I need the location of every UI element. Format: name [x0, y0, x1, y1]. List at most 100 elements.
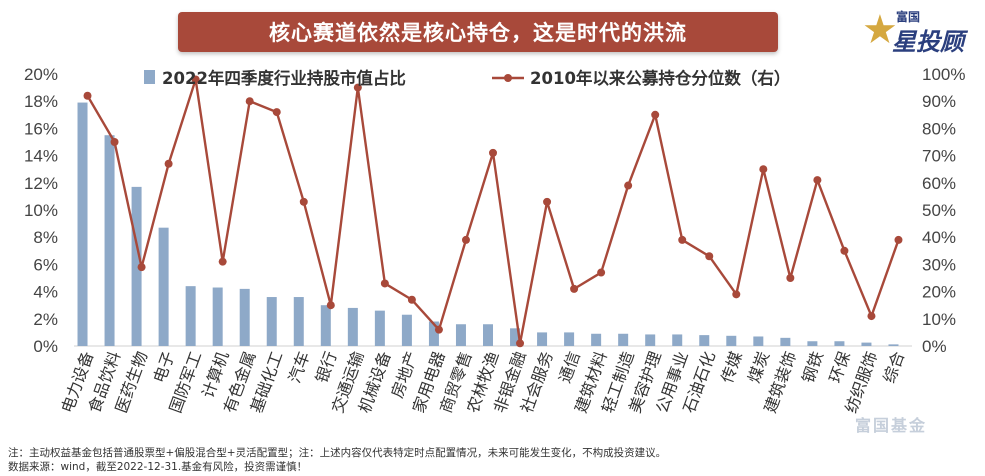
- left-axis: 0% 2% 4% 6% 8% 10% 12% 14% 16% 18% 20%: [24, 65, 58, 356]
- bar: [374, 310, 385, 346]
- x-tick-label: 煤炭: [744, 349, 773, 386]
- legend-line-marker: [504, 74, 512, 82]
- x-tick-label: 传媒: [717, 349, 746, 386]
- brand-small-text: 富国: [896, 10, 921, 24]
- bar: [401, 314, 412, 346]
- left-tick-label: 14%: [24, 147, 58, 166]
- x-tick-label: 钢铁: [798, 349, 827, 386]
- line-point: [191, 75, 200, 84]
- x-tick-label: 电子: [150, 349, 179, 386]
- line-point: [137, 263, 146, 272]
- line-point: [705, 252, 714, 261]
- footnote-line-2: 数据来源：wind，截至2022-12-31.基金有风险，投资需谨慎！: [8, 461, 308, 473]
- line-point: [624, 181, 633, 190]
- bar: [212, 287, 223, 346]
- bar: [618, 333, 629, 346]
- x-tick-label: 汽车: [285, 349, 314, 386]
- brand-logo: ★ 富国 星投顾: [862, 6, 977, 56]
- line-point: [840, 246, 849, 255]
- line-point: [326, 301, 335, 310]
- x-tick-label: 银行: [312, 349, 341, 386]
- bar: [861, 342, 872, 346]
- x-tick-label: 通信: [555, 349, 584, 386]
- left-tick-label: 10%: [24, 201, 58, 220]
- right-axis: 0% 10% 20% 30% 40% 50% 60% 70% 80% 90% 100%: [922, 65, 965, 356]
- line-series: [83, 75, 903, 348]
- right-tick-label: 10%: [922, 310, 956, 329]
- line-point: [353, 83, 362, 92]
- left-tick-label: 20%: [24, 65, 58, 84]
- line-point: [83, 91, 92, 100]
- legend-bar-label: 2022年四季度行业持股市值占比: [162, 68, 406, 88]
- combo-chart: 0% 2% 4% 6% 8% 10% 12% 14% 16% 18% 20% 0% 10% 20% 30%…: [24, 65, 966, 416]
- star-icon: ★: [862, 7, 898, 53]
- right-tick-label: 80%: [922, 119, 956, 138]
- line-point: [597, 268, 606, 277]
- line-point: [434, 325, 443, 334]
- bar: [320, 305, 331, 346]
- bar: [726, 335, 737, 346]
- bar: [591, 333, 602, 346]
- line-point: [299, 197, 308, 206]
- line-point: [678, 235, 687, 244]
- legend-bar-swatch: [144, 70, 155, 84]
- bar: [293, 297, 304, 346]
- line-point: [380, 279, 389, 288]
- right-tick-label: 30%: [922, 255, 956, 274]
- watermark: 富国基金: [855, 416, 928, 435]
- bar: [510, 328, 521, 346]
- bar: [455, 324, 466, 346]
- bar: [645, 334, 656, 346]
- right-tick-label: 20%: [922, 283, 956, 302]
- left-tick-label: 2%: [33, 310, 58, 329]
- line-point: [272, 108, 281, 117]
- left-tick-label: 4%: [33, 283, 58, 302]
- left-tick-label: 18%: [24, 92, 58, 111]
- line-point: [461, 235, 470, 244]
- brand-big-text: 星投顾: [892, 28, 964, 56]
- bar: [888, 344, 899, 346]
- bar: [158, 227, 169, 346]
- line-point: [110, 138, 119, 146]
- bar: [780, 337, 791, 346]
- bar: [266, 297, 277, 346]
- left-tick-label: 16%: [24, 119, 58, 138]
- line-point: [759, 165, 768, 174]
- line-point: [732, 290, 741, 299]
- bar-series: [77, 102, 899, 346]
- bar: [185, 286, 196, 346]
- line-point: [651, 110, 660, 119]
- legend: 2022年四季度行业持股市值占比 2010年以来公募持仓分位数（右）: [144, 68, 790, 88]
- line-point: [867, 312, 876, 321]
- bar: [239, 288, 250, 346]
- line-point: [489, 148, 497, 157]
- right-tick-label: 0%: [922, 337, 947, 356]
- bar: [77, 102, 88, 346]
- x-axis-labels: 电力设备食品饮料医药生物电子国防军工计算机有色金属基础化工汽车银行交通运输机械设…: [58, 349, 909, 416]
- footnote-line-1: 注：主动权益基金包括普通股票型+偏股混合型+灵活配置型；注：上述内容仅代表特定时…: [8, 447, 667, 459]
- bar: [672, 334, 683, 346]
- line-point: [245, 97, 254, 106]
- chart-title: 核心赛道依然是核心持仓，这是时代的洪流: [178, 12, 778, 52]
- line-point: [570, 284, 579, 293]
- bar: [537, 332, 548, 346]
- legend-line-label: 2010年以来公募持仓分位数（右）: [530, 68, 790, 88]
- bar: [834, 341, 845, 346]
- left-tick-label: 12%: [24, 174, 58, 193]
- line-point: [786, 274, 795, 282]
- left-tick-label: 0%: [33, 337, 58, 356]
- right-tick-label: 100%: [922, 65, 965, 84]
- bar: [699, 335, 710, 346]
- right-tick-label: 70%: [922, 147, 956, 166]
- right-tick-label: 60%: [922, 174, 956, 193]
- line-point: [813, 176, 822, 185]
- line-point: [218, 257, 227, 266]
- bar: [483, 324, 493, 346]
- bar: [347, 307, 358, 346]
- left-tick-label: 6%: [33, 255, 58, 274]
- x-tick-label: 环保: [825, 349, 854, 386]
- line-point: [164, 159, 173, 168]
- bar: [807, 341, 818, 346]
- line-point: [407, 295, 416, 304]
- bar: [753, 336, 764, 346]
